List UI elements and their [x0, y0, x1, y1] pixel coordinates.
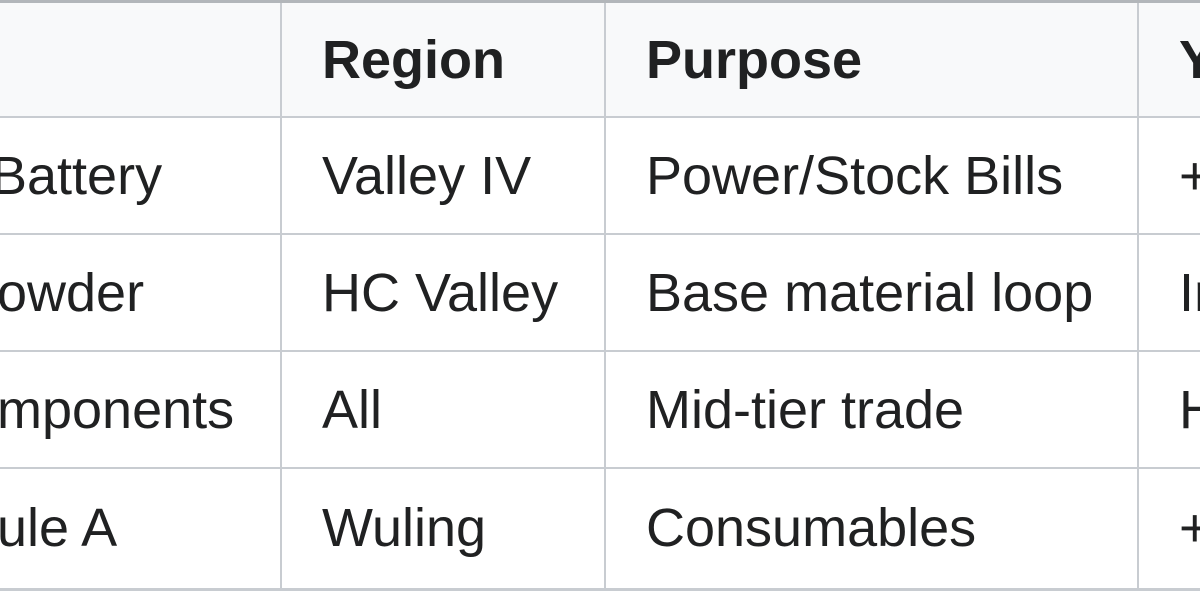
item-cell-text: owder [0, 262, 145, 323]
purpose-cell: Consumables [604, 467, 1139, 591]
table-row: ule A Wuling Consumables + [0, 467, 1200, 591]
item-cell-text: Battery [0, 145, 163, 206]
item-cell: owder [0, 233, 282, 352]
purpose-cell: Mid-tier trade [604, 350, 1139, 469]
table-row: mponents All Mid-tier trade H [0, 350, 1200, 469]
region-cell: All [280, 350, 606, 469]
item-cell: Battery [0, 116, 282, 235]
column-header-region: Region [280, 0, 606, 118]
region-cell: HC Valley [280, 233, 606, 352]
header-row: Region Purpose Y [0, 0, 1200, 118]
region-cell: Valley IV [280, 116, 606, 235]
yield-cell: + [1137, 467, 1200, 591]
purpose-cell: Base material loop [604, 233, 1139, 352]
item-cell: mponents [0, 350, 282, 469]
yield-cell: In [1137, 233, 1200, 352]
yield-cell: + [1137, 116, 1200, 235]
item-cell: ule A [0, 467, 282, 591]
yield-cell: H [1137, 350, 1200, 469]
table-row: owder HC Valley Base material loop In [0, 233, 1200, 352]
column-header-purpose: Purpose [604, 0, 1139, 118]
purpose-cell: Power/Stock Bills [604, 116, 1139, 235]
column-header-item [0, 0, 282, 118]
item-cell-text: mponents [0, 379, 235, 440]
region-cell: Wuling [280, 467, 606, 591]
column-header-yield: Y [1137, 0, 1200, 118]
item-cell-text: ule A [0, 498, 118, 559]
table-row: Battery Valley IV Power/Stock Bills + [0, 116, 1200, 235]
